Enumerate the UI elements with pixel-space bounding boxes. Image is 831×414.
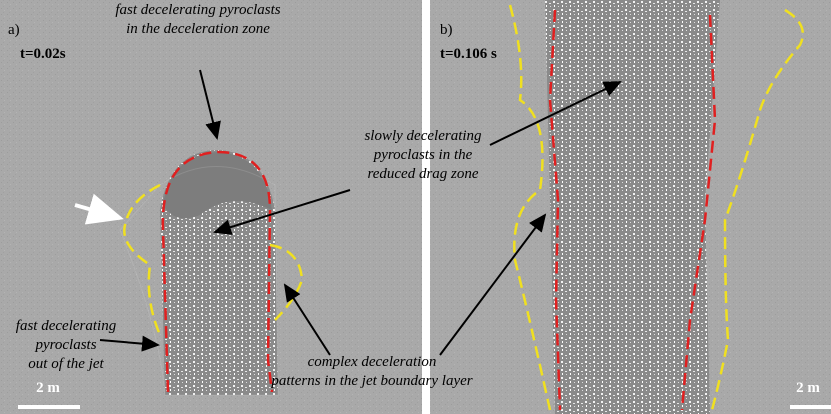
figure: a) t=0.02s 2 m b) t=0.106 s 2 m fast dec… — [0, 0, 831, 414]
panel-label: a) — [8, 22, 20, 38]
annotation-text: out of the jet — [28, 356, 104, 372]
time-label: t=0.02s — [20, 46, 66, 62]
annotation-text: pyroclasts — [34, 337, 96, 353]
annotation-text: reduced drag zone — [367, 166, 478, 182]
annotation-text: fast decelerating pyroclasts — [115, 2, 280, 18]
scale-label: 2 m — [36, 380, 60, 396]
panel-b: b) t=0.106 s 2 m — [430, 0, 831, 414]
annotation-text: complex deceleration — [308, 354, 437, 370]
annotation-text: pyroclasts in the — [373, 147, 473, 163]
annotation-text: fast decelerating — [16, 318, 117, 334]
panel-label: b) — [440, 22, 453, 38]
annotation-text: in the deceleration zone — [126, 21, 270, 37]
annotation-text: patterns in the jet boundary layer — [270, 373, 472, 389]
time-label: t=0.106 s — [440, 46, 497, 62]
jet-core — [545, 0, 720, 414]
scale-label: 2 m — [796, 380, 820, 396]
annotation-text: slowly decelerating — [364, 128, 482, 144]
